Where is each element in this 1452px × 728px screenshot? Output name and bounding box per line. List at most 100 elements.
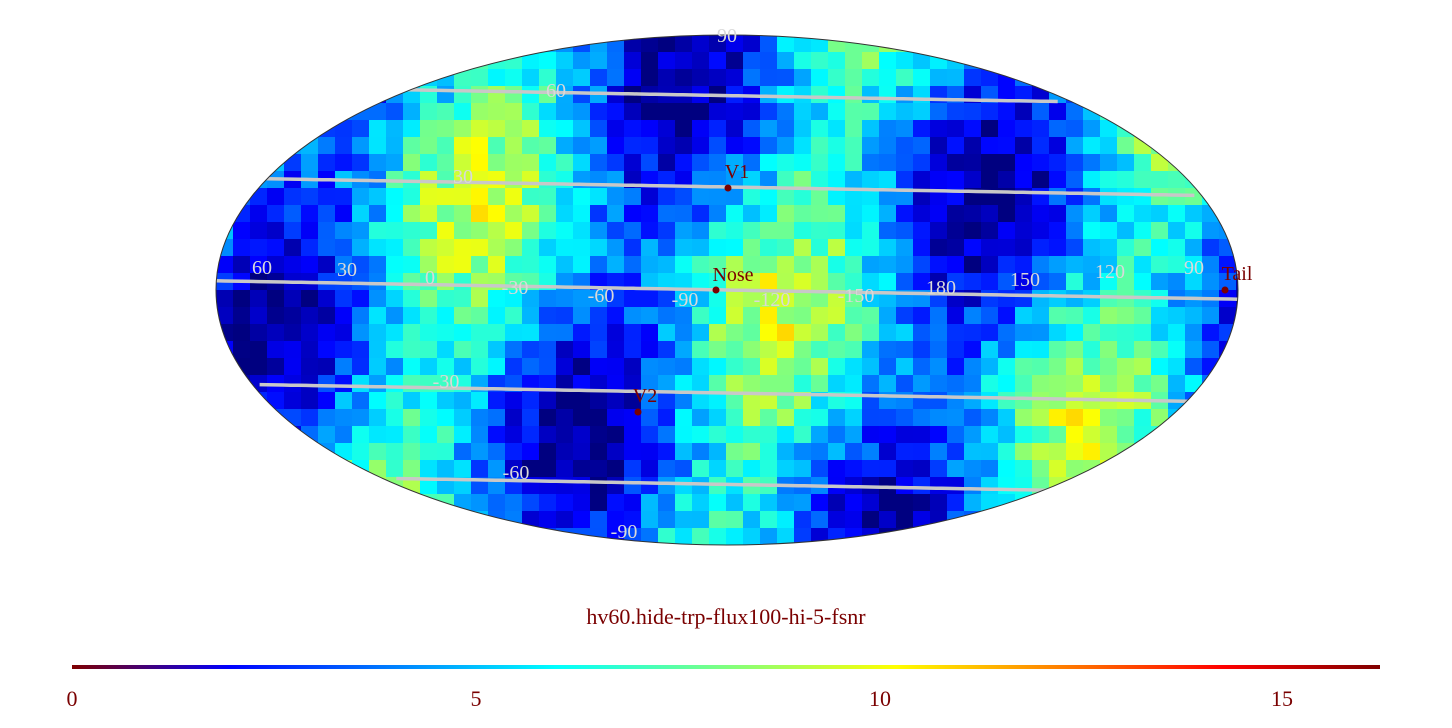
- flux-pixel: [709, 341, 727, 359]
- flux-pixel: [760, 528, 778, 545]
- flux-pixel: [709, 205, 727, 223]
- flux-pixel: [811, 171, 829, 189]
- flux-pixel: [1236, 528, 1238, 545]
- flux-pixel: [981, 222, 999, 240]
- flux-pixel: [743, 120, 761, 138]
- flux-pixel: [318, 528, 336, 545]
- flux-pixel: [573, 528, 591, 545]
- flux-pixel: [862, 290, 880, 308]
- flux-pixel: [505, 188, 523, 206]
- flux-pixel: [607, 409, 625, 427]
- flux-pixel: [420, 256, 438, 274]
- flux-pixel: [777, 528, 795, 545]
- flux-pixel: [318, 205, 336, 223]
- flux-pixel: [675, 205, 693, 223]
- flux-pixel: [1032, 239, 1050, 257]
- lon-label-minus30: -30: [502, 277, 529, 299]
- flux-pixel: [811, 239, 829, 257]
- flux-pixel: [1168, 324, 1186, 342]
- flux-pixel: [216, 171, 234, 189]
- flux-pixel: [641, 409, 659, 427]
- flux-pixel: [318, 511, 336, 529]
- flux-pixel: [947, 392, 965, 410]
- flux-pixel: [1032, 120, 1050, 138]
- flux-pixel: [658, 409, 676, 427]
- flux-pixel: [675, 69, 693, 87]
- flux-pixel: [794, 443, 812, 461]
- flux-pixel: [743, 324, 761, 342]
- flux-pixel: [1134, 154, 1152, 172]
- flux-pixel: [335, 52, 353, 70]
- flux-pixel: [505, 494, 523, 512]
- flux-pixel: [522, 205, 540, 223]
- flux-pixel: [794, 239, 812, 257]
- flux-pixel: [590, 324, 608, 342]
- flux-pixel: [1236, 120, 1238, 138]
- flux-pixel: [437, 426, 455, 444]
- flux-pixel: [1117, 154, 1135, 172]
- flux-pixel: [607, 426, 625, 444]
- flux-pixel: [1185, 341, 1203, 359]
- flux-pixel: [301, 239, 319, 257]
- flux-pixel: [1117, 511, 1135, 529]
- flux-pixel: [284, 528, 302, 545]
- flux-pixel: [1100, 171, 1118, 189]
- flux-pixel: [1219, 307, 1237, 325]
- flux-pixel: [692, 205, 710, 223]
- flux-pixel: [607, 375, 625, 393]
- flux-pixel: [454, 273, 472, 291]
- flux-pixel: [726, 426, 744, 444]
- flux-pixel: [1168, 222, 1186, 240]
- flux-pixel: [1049, 307, 1067, 325]
- flux-pixel: [267, 137, 285, 155]
- flux-pixel: [1151, 528, 1169, 545]
- flux-pixel: [692, 494, 710, 512]
- flux-pixel: [556, 137, 574, 155]
- flux-pixel: [437, 528, 455, 545]
- flux-pixel: [743, 409, 761, 427]
- flux-pixel: [403, 511, 421, 529]
- flux-pixel: [386, 460, 404, 478]
- flux-pixel: [1049, 137, 1067, 155]
- flux-pixel: [318, 103, 336, 121]
- flux-pixel: [794, 103, 812, 121]
- flux-pixel: [913, 239, 931, 257]
- flux-pixel: [1168, 426, 1186, 444]
- flux-pixel: [930, 494, 948, 512]
- flux-pixel: [1100, 528, 1118, 545]
- flux-pixel: [1168, 86, 1186, 104]
- lon-label-90: 90: [1184, 257, 1204, 279]
- flux-pixel: [1066, 205, 1084, 223]
- flux-pixel: [1015, 205, 1033, 223]
- flux-pixel: [777, 137, 795, 155]
- flux-pixel: [777, 460, 795, 478]
- flux-pixel: [1066, 460, 1084, 478]
- flux-pixel: [335, 528, 353, 545]
- flux-pixel: [811, 205, 829, 223]
- flux-pixel: [641, 511, 659, 529]
- flux-pixel: [539, 392, 557, 410]
- flux-pixel: [590, 392, 608, 410]
- flux-pixel: [743, 392, 761, 410]
- flux-pixel: [794, 409, 812, 427]
- flux-pixel: [896, 443, 914, 461]
- flux-pixel: [250, 392, 268, 410]
- flux-pixel: [777, 256, 795, 274]
- flux-pixel: [267, 290, 285, 308]
- flux-pixel: [1236, 341, 1238, 359]
- flux-pixel: [488, 86, 506, 104]
- flux-pixel: [947, 239, 965, 257]
- flux-pixel: [998, 358, 1016, 376]
- flux-pixel: [1083, 35, 1101, 53]
- flux-pixel: [1185, 120, 1203, 138]
- flux-pixel: [488, 307, 506, 325]
- flux-pixel: [709, 171, 727, 189]
- flux-pixel: [1185, 205, 1203, 223]
- flux-pixel: [539, 86, 557, 104]
- flux-pixel: [420, 239, 438, 257]
- flux-pixel: [335, 205, 353, 223]
- flux-pixel: [743, 511, 761, 529]
- flux-pixel: [1015, 307, 1033, 325]
- flux-pixel: [658, 273, 676, 291]
- flux-pixel: [1100, 358, 1118, 376]
